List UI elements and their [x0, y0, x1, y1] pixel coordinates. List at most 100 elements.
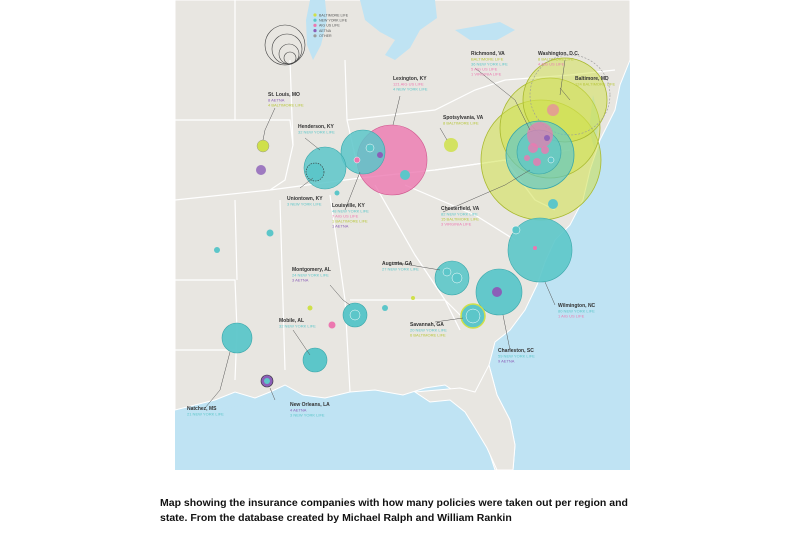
bubble-st-louis-small	[256, 165, 266, 175]
city-policy-count: 21 NEW YORK LIFE	[187, 412, 224, 417]
city-name: Wilmington, NC	[558, 303, 596, 309]
city-policy-count: 3 NEW YORK LIFE	[287, 202, 322, 207]
bubble-lexington-teal	[400, 170, 410, 180]
bubble-augusta-inner-1	[442, 267, 452, 277]
bubble-louisville-small-3	[353, 156, 361, 164]
city-policy-count: 80 NEW YORK LIFE	[558, 309, 595, 314]
city-policy-count: 9 AETNA	[498, 359, 515, 364]
city-policy-count: 121 AIG US LIFE	[393, 82, 424, 87]
legend-swatch	[313, 23, 317, 27]
caption-line-2: state. From the database created by Mich…	[160, 512, 512, 524]
city-policy-count: 27 NEW YORK LIFE	[382, 267, 419, 272]
figure-caption: Map showing the insurance companies with…	[160, 496, 680, 526]
city-policy-count: BALTIMORE LIFE	[471, 57, 504, 62]
city-policy-count: 4 AIG US LIFE	[538, 62, 565, 67]
city-name: Natchez, MS	[187, 406, 217, 412]
city-name: St. Louis, MO	[268, 92, 300, 98]
city-policy-count: 24 NEW YORK LIFE	[292, 273, 329, 278]
city-policy-count: 4 AETNA	[290, 408, 307, 413]
city-name: Chesterfield, VA	[441, 206, 480, 212]
bubble-wilmington-aig	[533, 246, 537, 250]
city-policy-count: 4 NEW YORK LIFE	[393, 87, 428, 92]
bubble-small-f	[411, 296, 415, 300]
bubble-spotsylvania	[444, 138, 458, 152]
bubble-montgomery-inner	[349, 309, 361, 321]
bubble-cluster-6	[547, 156, 555, 164]
bubble-savannah-inner	[465, 308, 481, 324]
bubble-uniontown	[305, 162, 325, 182]
bubble-richmond-aig	[527, 122, 553, 148]
legend-label: AIG US LIFE	[319, 24, 340, 28]
city-policy-count: 32 NEW YORK LIFE	[298, 130, 335, 135]
bubble-louisville-new-york-life	[340, 129, 386, 175]
bubbles	[214, 54, 611, 388]
city-policy-count: 20 NEW YORK LIFE	[410, 328, 447, 333]
bubble-small-g	[307, 305, 313, 311]
gulf-of-mexico	[175, 395, 480, 470]
city-label: Spotsylvania, VA8 BALTIMORE LIFE	[443, 115, 484, 126]
bubble-cluster-3	[533, 158, 541, 166]
city-name: Spotsylvania, VA	[443, 115, 484, 121]
bubble-louisville-small-2	[377, 152, 383, 158]
city-policy-count: 6 BALTIMORE LIFE	[410, 333, 446, 338]
legend-label: BALTIMORE LIFE	[319, 13, 349, 17]
city-policy-count: 4 BALTIMORE LIFE	[268, 103, 304, 108]
city-name: Baltimore, MD	[575, 76, 609, 82]
lake-ontario	[455, 22, 515, 40]
city-policy-count: 48 NEW YORK LIFE	[332, 209, 369, 214]
city-name: Augusta, GA	[382, 261, 413, 267]
city-policy-count: 124 BALTIMORE LIFE	[575, 82, 615, 87]
city-policy-count: 32 NEW YORK LIFE	[279, 324, 316, 329]
bubble-natchez	[221, 322, 253, 354]
city-name: Richmond, VA	[471, 51, 505, 57]
bubble-small-d	[382, 305, 388, 311]
leader-lines	[204, 59, 571, 409]
bubble-cluster-1	[528, 143, 538, 153]
city-label: Uniontown, KY3 NEW YORK LIFE	[287, 196, 323, 207]
bubble-st-louis-aetna	[256, 139, 270, 153]
bubble-augusta-inner-2	[451, 272, 463, 284]
city-policy-count: 3 AETNA	[292, 278, 309, 283]
size-legend	[264, 24, 306, 66]
city-policy-count: 1 VIRGINIA LIFE	[471, 72, 502, 77]
city-name: New Orleans, LA	[290, 402, 330, 408]
florida	[413, 363, 516, 470]
insurance-map: BALTIMORE LIFE NEW YORK LIFE AIG US LIFE AE…	[175, 0, 630, 470]
city-name: Louisville, KY	[332, 203, 365, 209]
legend-label: OTHER	[319, 34, 332, 38]
bubble-dc-small	[547, 104, 559, 116]
bubble-cluster-5	[524, 155, 530, 161]
legend-swatch	[313, 18, 317, 22]
bubble-va-teal-small	[548, 199, 558, 209]
city-policy-count: 36 NEW YORK LIFE	[471, 62, 508, 67]
bubble-louisville-small-1	[365, 143, 375, 153]
city-policy-count: 8 BALTIMORE LIFE	[443, 121, 479, 126]
cropped-caption-fragment	[175, 470, 630, 478]
city-name: Savannah, GA	[410, 322, 444, 328]
city-policy-count: 3 VIRGINIA LIFE	[441, 222, 472, 227]
city-policy-count: 1 AIG US LIFE	[558, 314, 585, 319]
lake-erie-huron	[360, 0, 437, 60]
city-name: Mobile, AL	[279, 318, 304, 324]
city-policy-count: 5 AIG US LIFE	[471, 67, 498, 72]
city-policy-count: 8 AETNA	[268, 98, 285, 103]
city-policy-count: 8 BALTIMORE LIFE	[538, 57, 574, 62]
